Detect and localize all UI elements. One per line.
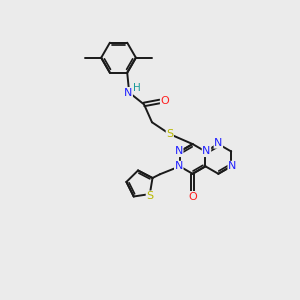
Text: H: H	[133, 82, 141, 93]
Text: S: S	[146, 191, 153, 201]
Text: O: O	[188, 192, 197, 202]
Text: O: O	[160, 97, 169, 106]
Text: N: N	[175, 161, 183, 171]
Text: N: N	[124, 88, 132, 98]
Text: N: N	[228, 161, 236, 171]
Text: N: N	[202, 146, 211, 157]
Text: N: N	[175, 146, 183, 157]
Text: N: N	[214, 138, 223, 148]
Text: S: S	[166, 129, 173, 139]
